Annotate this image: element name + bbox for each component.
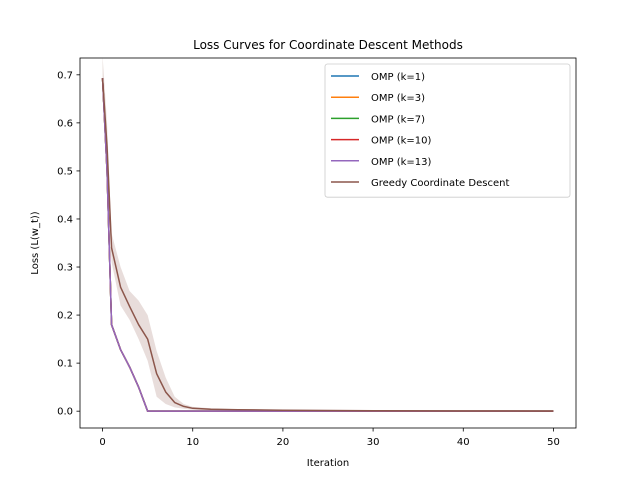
y-tick-label: 0.3 — [57, 263, 73, 274]
y-tick-label: 0.0 — [57, 407, 73, 418]
x-axis-label: Iteration — [307, 458, 349, 469]
x-tick-label: 40 — [457, 437, 470, 448]
legend-entry-1: OMP (k=3) — [371, 93, 425, 104]
y-tick-label: 0.4 — [57, 214, 73, 225]
x-tick-label: 10 — [186, 437, 199, 448]
y-tick-label: 0.2 — [57, 311, 73, 322]
axes-frame — [79, 57, 577, 429]
x-tick-label: 0 — [99, 437, 105, 448]
legend-entry-0: OMP (k=1) — [371, 72, 425, 83]
y-tick-label: 0.7 — [57, 70, 73, 81]
legend-entry-2: OMP (k=7) — [371, 114, 425, 125]
legend-box — [324, 63, 571, 198]
y-tick-label: 0.1 — [57, 359, 73, 370]
x-tick-label: 20 — [277, 437, 290, 448]
series-line-5 — [101, 78, 554, 412]
legend-entry-3: OMP (k=10) — [371, 136, 432, 147]
y-tick-label: 0.5 — [57, 166, 73, 177]
legend-entry-5: Greedy Coordinate Descent — [371, 178, 509, 189]
chart-title: Loss Curves for Coordinate Descent Metho… — [193, 38, 463, 52]
x-tick-label: 50 — [547, 437, 560, 448]
y-axis-label: Loss (L(w_t)) — [30, 211, 41, 274]
y-tick-label: 0.6 — [57, 118, 73, 129]
x-tick-label: 30 — [367, 437, 380, 448]
y-axis: 0.0 0.1 0.2 0.3 0.4 0.5 0.6 0.7 — [57, 70, 80, 418]
plot-area — [101, 58, 554, 412]
x-axis: 0 10 20 30 40 50 — [99, 428, 560, 448]
legend: OMP (k=1) OMP (k=3) OMP (k=7) OMP (k=10) OMP… — [324, 63, 571, 198]
legend-entry-4: OMP (k=13) — [371, 157, 432, 168]
